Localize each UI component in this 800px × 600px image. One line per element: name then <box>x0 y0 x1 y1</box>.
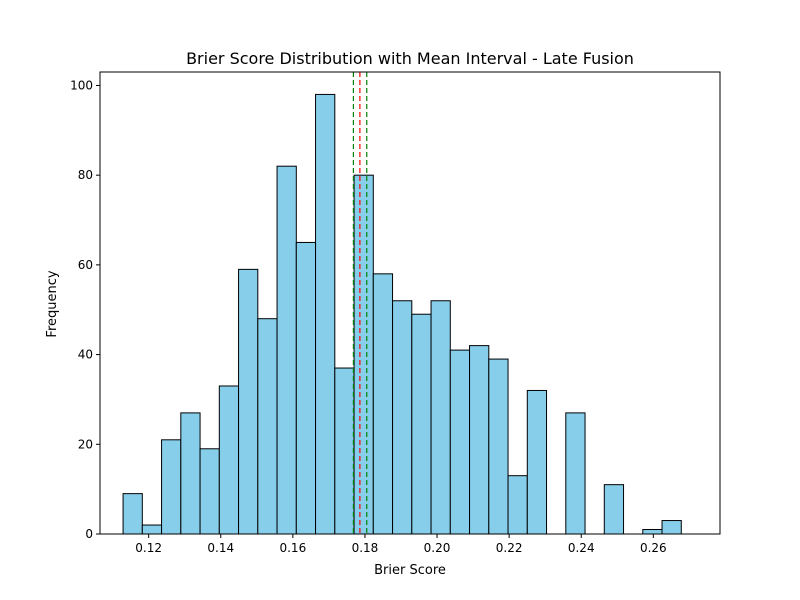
histogram-bar <box>199 448 220 535</box>
histogram-bar <box>218 385 240 535</box>
histogram-bar <box>372 273 394 535</box>
histogram-bar <box>603 484 625 535</box>
histogram-bar <box>353 174 374 535</box>
histogram-bar <box>315 93 336 535</box>
histogram-bar <box>526 389 548 535</box>
histogram-bar <box>238 268 259 535</box>
histogram-bar <box>295 241 317 535</box>
histogram-bar <box>469 345 490 535</box>
plot-frame <box>99 71 721 535</box>
histogram-bar <box>642 529 663 535</box>
x-tick-label: 0.20 <box>424 541 451 555</box>
histogram-bar <box>161 439 182 535</box>
x-tick-label: 0.16 <box>279 541 306 555</box>
y-tick-label: 100 <box>70 78 93 92</box>
histogram-bar <box>334 367 355 535</box>
histogram-bar <box>257 318 278 535</box>
histogram-bar <box>141 524 163 535</box>
x-axis-label: Brier Score <box>374 563 446 578</box>
histogram-bar <box>449 349 471 535</box>
x-tick-label: 0.24 <box>568 541 595 555</box>
histogram-bar <box>392 300 413 535</box>
chart-title: Brier Score Distribution with Mean Inter… <box>186 49 634 68</box>
y-tick-label: 80 <box>78 168 93 182</box>
y-tick-label: 20 <box>78 437 93 451</box>
x-tick-label: 0.12 <box>135 541 162 555</box>
histogram-bar <box>276 165 297 535</box>
x-tick-label: 0.18 <box>352 541 379 555</box>
x-tick-label: 0.22 <box>496 541 523 555</box>
y-tick-label: 40 <box>78 348 93 362</box>
mean-interval-lines <box>352 72 368 534</box>
histogram-bar <box>661 520 682 535</box>
histogram-bar <box>488 358 509 535</box>
histogram-bar <box>430 300 451 535</box>
y-axis-ticks: 0 20 40 60 80 100 <box>70 78 100 541</box>
histogram-bar <box>565 412 586 535</box>
histogram-bar <box>411 313 432 535</box>
y-tick-label: 60 <box>78 258 93 272</box>
x-tick-label: 0.14 <box>207 541 234 555</box>
y-axis-label: Frequency <box>45 270 60 337</box>
histogram-bar <box>180 412 201 535</box>
y-tick-label: 0 <box>85 527 93 541</box>
x-tick-label: 0.26 <box>640 541 667 555</box>
histogram-bar <box>507 475 528 535</box>
x-axis-ticks: 0.12 0.14 0.16 0.18 0.20 0.22 0.24 0.26 <box>135 534 667 555</box>
histogram-bar <box>122 493 143 535</box>
bars-group <box>122 93 682 535</box>
